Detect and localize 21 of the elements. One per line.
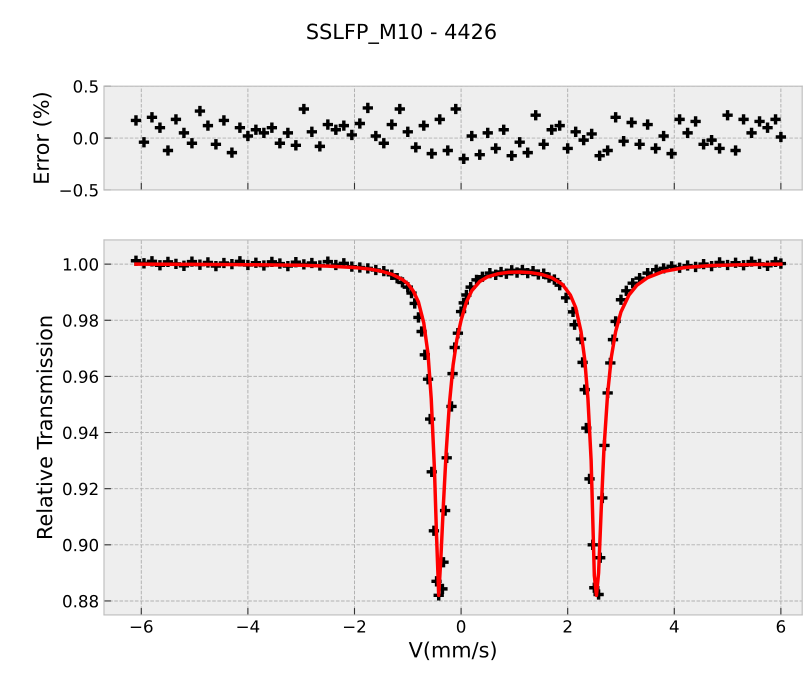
y-tick-label: 0.5 xyxy=(74,80,98,93)
y-axis-title: Relative Transmission xyxy=(36,316,52,538)
y-tick-label: 0.0 xyxy=(74,132,98,145)
y-tick-label: −0.5 xyxy=(60,184,98,197)
y-axis-title: Error (%) xyxy=(32,93,52,183)
y-tick-label: 0.88 xyxy=(63,594,98,608)
x-tick-label: −4 xyxy=(237,620,260,633)
x-tick-label: −2 xyxy=(344,620,366,633)
y-tick-label: 0.98 xyxy=(63,314,98,327)
x-tick-label: 0 xyxy=(456,620,466,633)
chart-title: SSLFP_M10 - 4426 xyxy=(307,24,496,44)
y-tick-label: 1.00 xyxy=(64,258,98,271)
x-tick-label: 2 xyxy=(564,620,572,633)
y-tick-label: 0.90 xyxy=(63,538,98,552)
y-tick-label: 0.92 xyxy=(63,482,98,496)
x-tick-label: 6 xyxy=(776,620,786,633)
y-tick-label: 0.96 xyxy=(63,370,98,383)
x-tick-label: −6 xyxy=(130,620,153,633)
y-tick-label: 0.94 xyxy=(63,426,98,440)
x-axis-title: V(mm/s) xyxy=(408,642,496,660)
x-tick-label: 4 xyxy=(670,620,679,633)
